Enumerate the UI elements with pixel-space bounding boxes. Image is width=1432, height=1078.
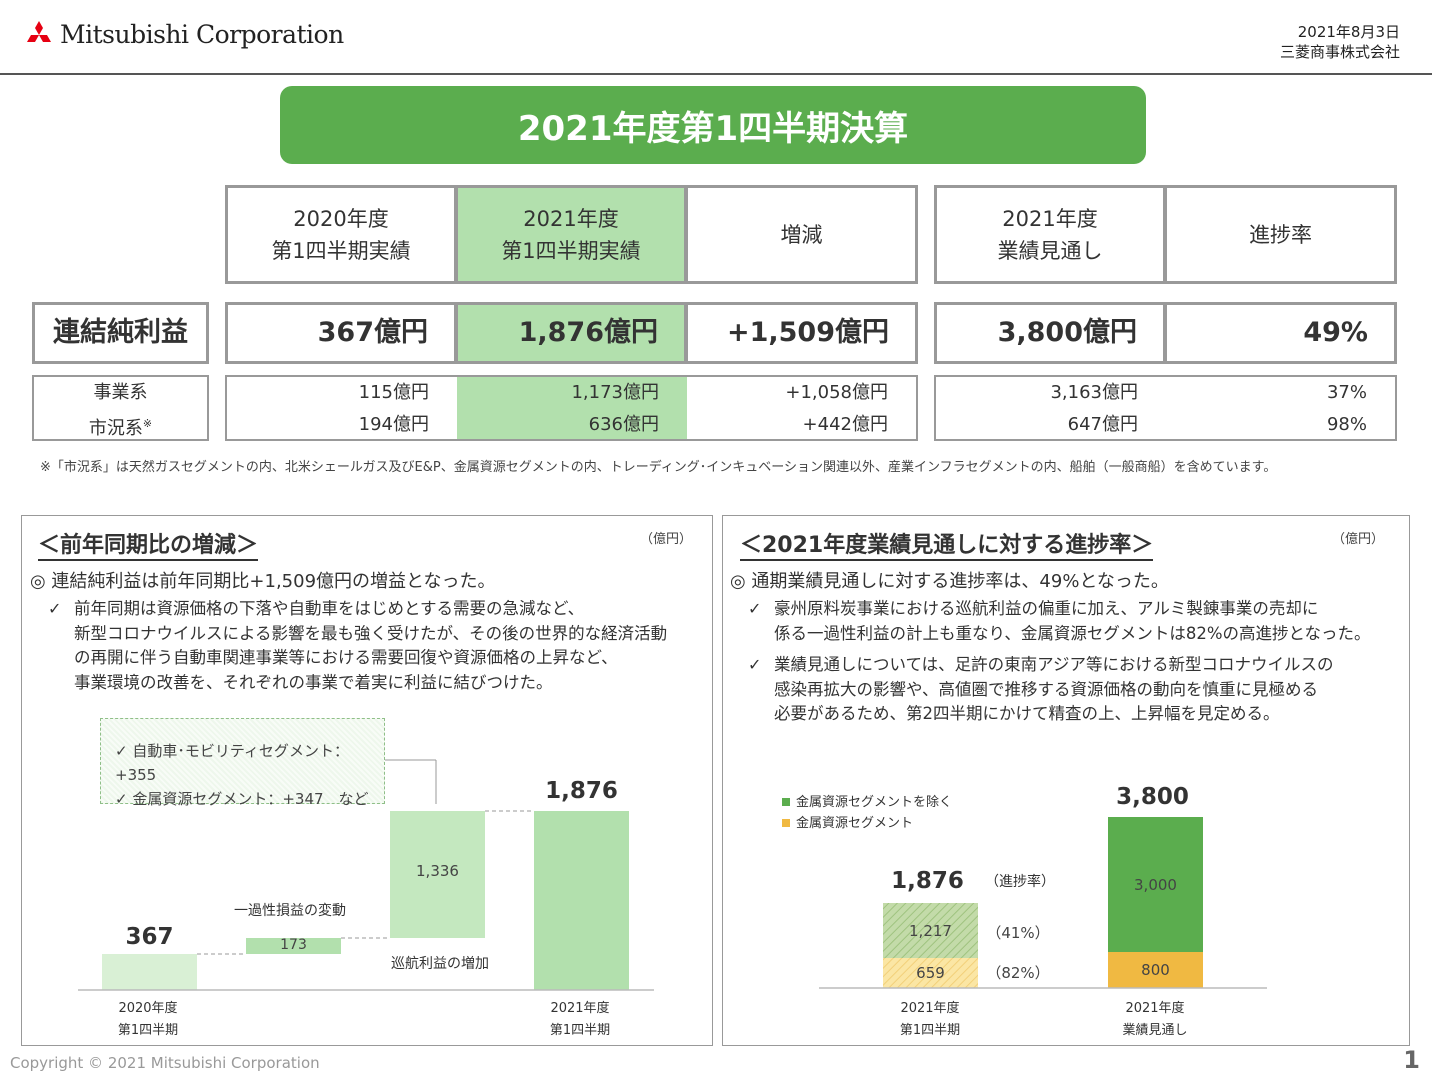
panel-progress-unit: （億円） [1332, 532, 1385, 547]
waterfall-chart [78, 759, 654, 991]
value-forecast: 3,800億円 [934, 302, 1166, 364]
q1-metal-pct: （82%） [986, 964, 1050, 982]
panel-progress [722, 515, 1410, 1046]
bar-fy-metal [1108, 952, 1203, 988]
page-title: 2021年度第1四半期決算 [280, 86, 1146, 164]
bar-fy-other [1108, 817, 1203, 952]
legend-other: 金属資源セグメントを除く [782, 792, 952, 813]
stacked-legend: 金属資源セグメントを除く 金属資源セグメント [782, 792, 952, 834]
sub-label-business: 事業系 [93, 382, 148, 403]
panel-progress-item2: 業績見通しについては、足許の東南アジア等における新型コロナウイルスの 感染再拡大… [774, 655, 1334, 723]
q1-other-pct: （41%） [986, 924, 1050, 942]
waterfall-one-off-label: 一過性損益の変動 [234, 903, 346, 919]
waterfall-x-label-2021: 2021年度 第1四半期 [549, 1001, 611, 1038]
check-icon: ✓ [48, 599, 62, 618]
header-meta: 2021年8月3日 三菱商事株式会社 [1280, 22, 1400, 62]
bar-2020q1 [102, 954, 197, 990]
legend-metal: 金属資源セグメント [782, 813, 952, 834]
q1-total-value: 1,876 [891, 868, 964, 894]
panel-yoy-heading: ＜前年同期比の増減＞ [38, 533, 259, 561]
panel-yoy [21, 515, 713, 1046]
row-label-net-income: 連結純利益 [32, 302, 209, 364]
fy-total-value: 3,800 [1116, 784, 1189, 810]
sub-col-2020q1: 115億円 194億円 [358, 382, 429, 435]
copyright: Copyright © 2021 Mitsubishi Corporation [10, 1054, 320, 1072]
waterfall-x-label-2020: 2020年度 第1四半期 [117, 1001, 179, 1038]
bar-2021q1 [534, 811, 629, 990]
company-logo: Mitsubishi Corporation [24, 20, 344, 49]
sub-table-right: 3,163億円 647億円 37% 98% [934, 375, 1397, 441]
three-diamonds-icon [27, 20, 51, 42]
stacked-chart [819, 817, 1267, 989]
bar-one-off [246, 938, 341, 954]
col-header-change: 増減 [685, 185, 918, 284]
stacked-x-label-fy: 2021年度 業績見通し [1122, 1001, 1188, 1038]
sub-table-left: 115億円 194億円 1,173億円 636億円 +1,058億円 +442億円 [225, 375, 918, 441]
page-number: 1 [1403, 1046, 1420, 1074]
fy-other-value: 3,000 [1134, 876, 1177, 894]
value-change: +1,509億円 [685, 302, 918, 364]
waterfall-end-value: 1,876 [545, 778, 618, 804]
company-name: 三菱商事株式会社 [1279, 43, 1400, 61]
value-progress: 49% [1164, 302, 1397, 364]
bar-q1-other [883, 903, 978, 958]
panel-progress-heading: ＜2021年度業績見通しに対する進捗率＞ [740, 533, 1154, 561]
panel-yoy-bullet: ◎ 連結純利益は前年同期比+1,509億円の増益となった。 [30, 571, 496, 592]
col-header-progress: 進捗率 [1164, 185, 1397, 284]
col-header-2021q1: 2021年度 第1四半期実績 [455, 185, 687, 284]
segment-note-metal: ✓ 金属資源セグメント：+347 など [115, 790, 369, 808]
waterfall-start-value: 367 [125, 924, 174, 950]
panel-yoy-detail: 前年同期は資源価格の下落や自動車をはじめとする需要の急減など、 新型コロナウイル… [74, 599, 668, 692]
report-date: 2021年8月3日 [1297, 23, 1400, 41]
check-icon: ✓ [748, 655, 762, 674]
value-2021q1: 1,876億円 [455, 302, 687, 364]
fy-metal-value: 800 [1141, 961, 1170, 979]
progress-rate-label: （進捗率） [985, 874, 1055, 890]
header-divider [0, 73, 1432, 75]
sub-label-market: 市況系 [88, 418, 143, 439]
q1-metal-value: 659 [916, 964, 945, 982]
segment-note-box: ✓ 自動車･モビリティセグメント：+355 ✓ 金属資源セグメント：+347 な… [100, 718, 385, 808]
bar-recurring [390, 811, 485, 938]
waterfall-recurring-label: 巡航利益の増加 [391, 956, 489, 972]
check-icon: ✓ [748, 599, 762, 618]
value-2020q1: 367億円 [225, 302, 457, 364]
footnote: ※「市況系」は天然ガスセグメントの内、北米シェールガス及びE&P、金属資源セグメ… [40, 460, 1277, 475]
col-header-forecast: 2021年度 業績見通し [934, 185, 1166, 284]
sub-col-2021q1: 1,173億円 636億円 [457, 377, 687, 439]
panel-progress-item1: 豪州原料炭事業における巡航利益の偏重に加え、アルミ製錬事業の売却に 係る一過性利… [774, 599, 1371, 643]
panel-yoy-unit: （億円） [640, 532, 693, 547]
col-header-2020q1: 2020年度 第1四半期実績 [225, 185, 457, 284]
segment-note-auto: ✓ 自動車･モビリティセグメント：+355 [115, 742, 349, 784]
stacked-x-label-q1: 2021年度 第1四半期 [899, 1001, 961, 1038]
waterfall-recurring-value: 1,336 [416, 862, 459, 880]
sub-col-change: +1,058億円 +442億円 [785, 382, 888, 435]
sub-labels: 事業系 市況系※ [32, 375, 209, 441]
sub-col-progress: 37% 98% [1326, 382, 1367, 435]
panel-progress-bullet: ◎ 通期業績見通しに対する進捗率は、49%となった。 [730, 571, 1169, 592]
bar-q1-metal [883, 958, 978, 988]
logo-text: Mitsubishi Corporation [60, 20, 344, 49]
sub-col-forecast: 3,163億円 647億円 [1050, 382, 1138, 435]
waterfall-one-off-value: 173 [280, 937, 307, 953]
q1-other-value: 1,217 [909, 922, 952, 940]
